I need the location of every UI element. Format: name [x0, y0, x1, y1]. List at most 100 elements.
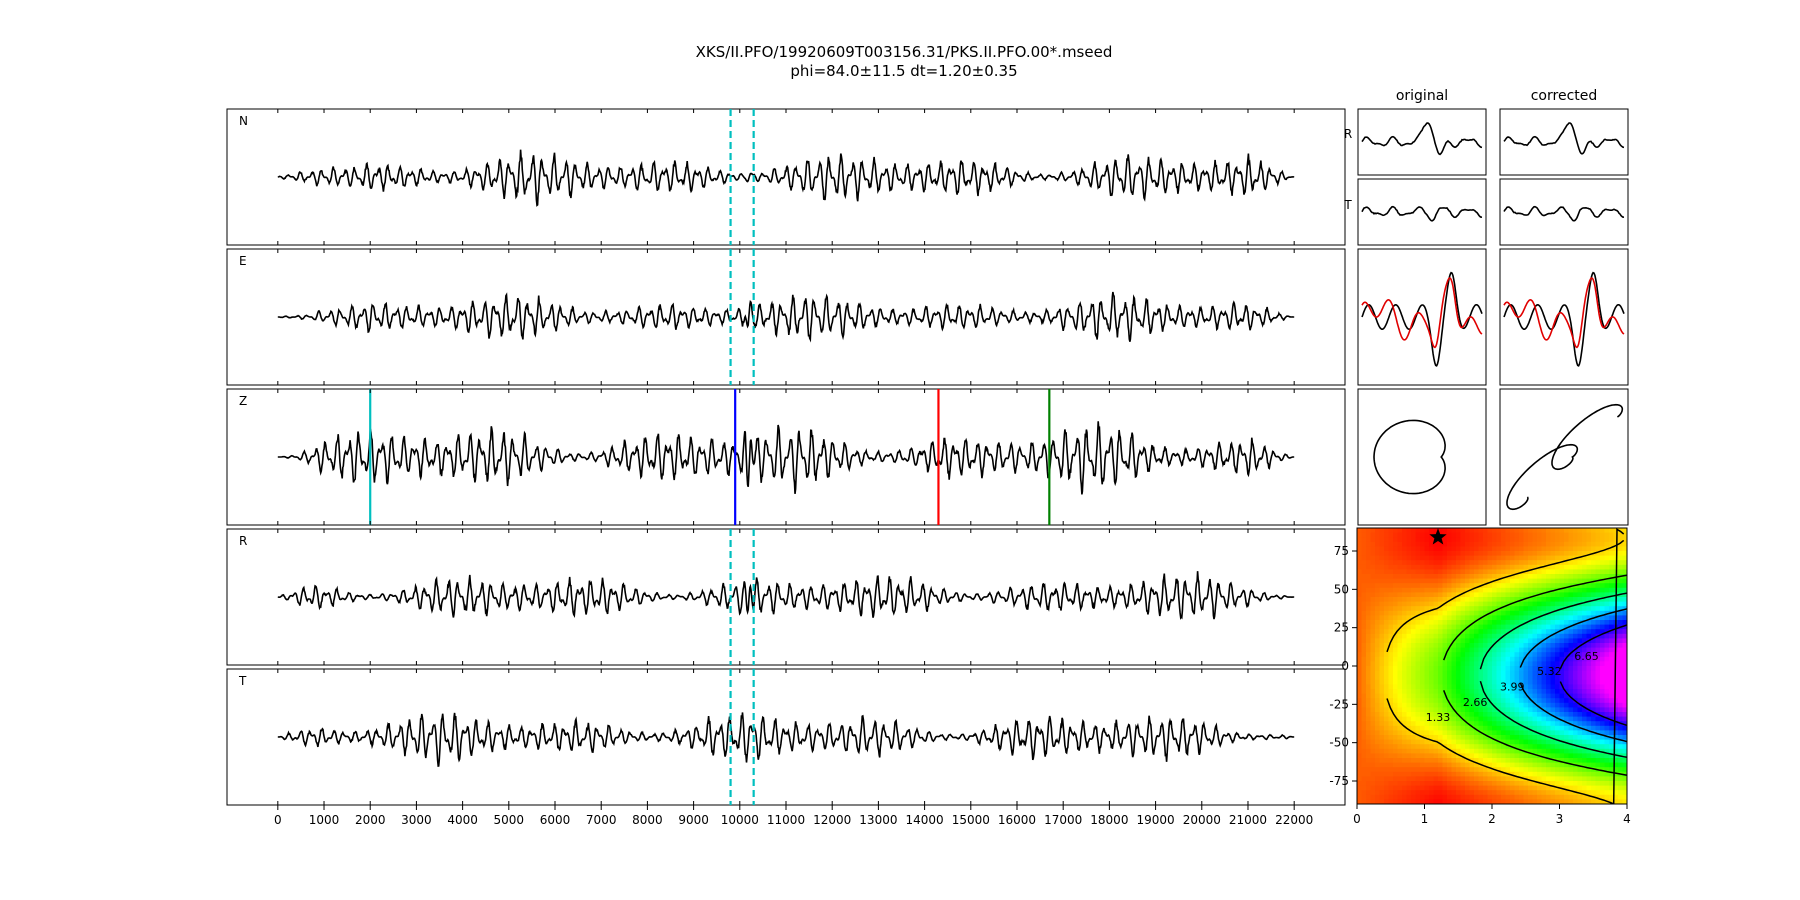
heat-cell	[1483, 698, 1489, 704]
heat-cell	[1460, 633, 1466, 639]
heat-cell	[1582, 790, 1588, 796]
heat-cell	[1564, 693, 1570, 699]
heat-cell	[1375, 799, 1381, 804]
heat-cell	[1541, 670, 1547, 676]
heat-cell	[1519, 702, 1525, 708]
heat-cell	[1492, 794, 1498, 800]
heat-cell	[1487, 744, 1493, 750]
heat-cell	[1388, 629, 1394, 635]
best-fit-star	[1429, 528, 1447, 545]
heat-cell	[1388, 652, 1394, 658]
heat-cell	[1357, 679, 1363, 685]
heat-cell	[1415, 739, 1421, 745]
heat-cell	[1618, 758, 1624, 764]
heat-cell	[1577, 698, 1583, 704]
heat-cell	[1474, 574, 1480, 580]
heat-cell	[1523, 702, 1529, 708]
heat-cell	[1411, 578, 1417, 584]
heat-cell	[1429, 647, 1435, 653]
x-tick-label: 14000	[906, 813, 944, 827]
heat-cell	[1492, 643, 1498, 649]
heat-cell	[1447, 735, 1453, 741]
heat-cell	[1420, 551, 1426, 557]
heat-cell	[1541, 574, 1547, 580]
heat-cell	[1442, 689, 1448, 695]
heat-cell	[1604, 606, 1610, 612]
heat-cell	[1357, 574, 1363, 580]
heat-cell	[1465, 735, 1471, 741]
heat-cell	[1447, 601, 1453, 607]
heat-cell	[1537, 528, 1543, 534]
heat-cell	[1564, 643, 1570, 649]
contour-label: 6.65	[1574, 650, 1599, 663]
heat-cell	[1586, 785, 1592, 791]
heat-cell	[1415, 799, 1421, 804]
heat-cell	[1424, 735, 1430, 741]
heat-cell	[1357, 707, 1363, 713]
heat-cell	[1541, 583, 1547, 589]
pm-panel-frame	[1499, 108, 1629, 176]
heat-cell	[1577, 739, 1583, 745]
heat-cell	[1456, 781, 1462, 787]
heat-cell	[1460, 551, 1466, 557]
heat-cell	[1514, 781, 1520, 787]
heat-cell	[1366, 716, 1372, 722]
heat-cell	[1420, 597, 1426, 603]
contour-label: 3.99	[1500, 681, 1525, 694]
heat-cell	[1433, 661, 1439, 667]
heat-cell	[1460, 707, 1466, 713]
trace-waveform	[277, 712, 1295, 767]
heat-cell	[1591, 758, 1597, 764]
heat-cell	[1370, 541, 1376, 547]
figure-title: XKS/II.PFO/19920609T003156.31/PKS.II.PFO…	[696, 43, 1113, 61]
heat-cell	[1420, 647, 1426, 653]
heat-cell	[1375, 762, 1381, 768]
heat-cell	[1487, 555, 1493, 561]
heat-cell	[1604, 620, 1610, 626]
heat-cell	[1483, 532, 1489, 538]
heat-cell	[1577, 730, 1583, 736]
heat-cell	[1505, 776, 1511, 782]
heat-cell	[1361, 532, 1367, 538]
heat-cell	[1600, 620, 1606, 626]
heat-cell	[1370, 707, 1376, 713]
heat-cell	[1420, 785, 1426, 791]
heat-cell	[1483, 794, 1489, 800]
heat-cell	[1595, 725, 1601, 731]
heat-cell	[1564, 702, 1570, 708]
heat-cell	[1384, 721, 1390, 727]
heat-cell	[1424, 679, 1430, 685]
heat-cell	[1384, 574, 1390, 580]
heat-cell	[1424, 620, 1430, 626]
heat-cell	[1474, 624, 1480, 630]
heat-cell	[1546, 771, 1552, 777]
heat-cell	[1541, 758, 1547, 764]
heat-cell	[1622, 592, 1627, 598]
heat-cell	[1514, 739, 1520, 745]
heat-y-tick-label: 25	[1334, 621, 1349, 635]
heat-cell	[1406, 725, 1412, 731]
heat-cell	[1505, 785, 1511, 791]
heat-cell	[1532, 643, 1538, 649]
heat-cell	[1568, 758, 1574, 764]
heat-cell	[1438, 739, 1444, 745]
heat-cell	[1609, 684, 1615, 690]
heat-cell	[1361, 661, 1367, 667]
heat-cell	[1474, 730, 1480, 736]
heat-cell	[1375, 698, 1381, 704]
heat-cell	[1532, 624, 1538, 630]
heat-cell	[1546, 546, 1552, 552]
heat-cell	[1591, 739, 1597, 745]
heat-cell	[1492, 762, 1498, 768]
heat-cell	[1420, 670, 1426, 676]
heat-cell	[1501, 762, 1507, 768]
heat-cell	[1510, 574, 1516, 580]
heat-cell	[1541, 744, 1547, 750]
heat-cell	[1582, 781, 1588, 787]
heat-cell	[1591, 574, 1597, 580]
heat-cell	[1510, 799, 1516, 804]
heat-cell	[1514, 574, 1520, 580]
heat-cell	[1411, 670, 1417, 676]
heat-cell	[1528, 528, 1534, 534]
heat-cell	[1375, 670, 1381, 676]
